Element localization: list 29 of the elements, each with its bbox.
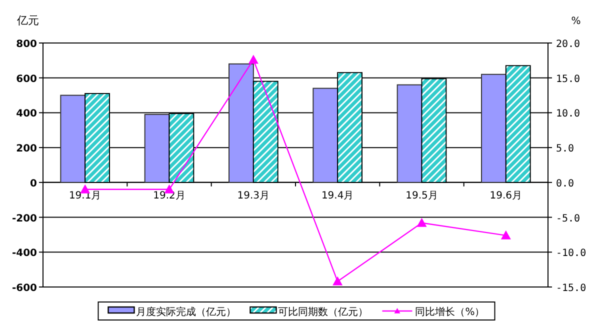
y2-tick-label: -10.0 <box>556 248 586 260</box>
y2-tick-label: -5.0 <box>556 213 580 224</box>
y-tick-label: -400 <box>12 248 38 260</box>
y-axis-title: 亿元 <box>16 14 39 27</box>
y2-tick-label: 5.0 <box>556 144 574 155</box>
x-tick-label: 19.3月 <box>237 190 270 202</box>
y-tick-label: 200 <box>16 144 38 155</box>
y-tick-label: 800 <box>16 39 38 50</box>
point <box>332 276 343 286</box>
y-tick-label: 0 <box>30 178 38 190</box>
y2-axis-title: % <box>571 16 581 27</box>
y2-tick-label: 20.0 <box>556 39 580 50</box>
y2-tick-label: -15.0 <box>556 283 586 294</box>
y-tick-label: 400 <box>16 108 38 120</box>
point <box>416 218 427 227</box>
y2-tick-label: 15.0 <box>556 74 580 85</box>
point <box>500 230 511 240</box>
x-tick-label: 19.6月 <box>490 190 522 202</box>
legend-label: 月度实际完成（亿元） <box>136 306 236 318</box>
legend-label: 可比同期数（亿元） <box>278 306 368 318</box>
x-tick-label: 19.4月 <box>321 190 354 202</box>
legend-label: 同比增长（%） <box>415 306 485 318</box>
y-tick-label: -600 <box>12 283 38 294</box>
point <box>248 54 258 64</box>
x-tick-label: 19.5月 <box>406 190 438 202</box>
y-tick-label: 600 <box>16 74 38 85</box>
y-tick-label: -200 <box>12 213 38 224</box>
y2-tick-label: 10.0 <box>556 108 580 120</box>
y2-tick-label: 0.0 <box>556 178 574 190</box>
